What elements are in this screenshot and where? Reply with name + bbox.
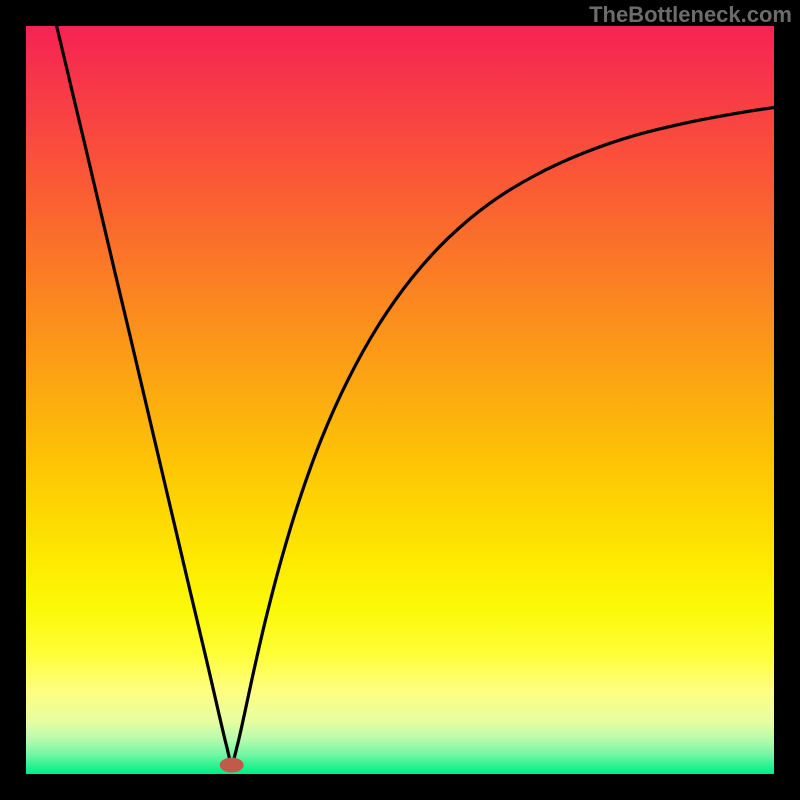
bottleneck-chart bbox=[26, 26, 774, 774]
chart-container bbox=[26, 26, 774, 774]
gradient-background bbox=[26, 26, 774, 774]
watermark-text: TheBottleneck.com bbox=[589, 2, 792, 28]
minimum-marker bbox=[220, 758, 244, 773]
